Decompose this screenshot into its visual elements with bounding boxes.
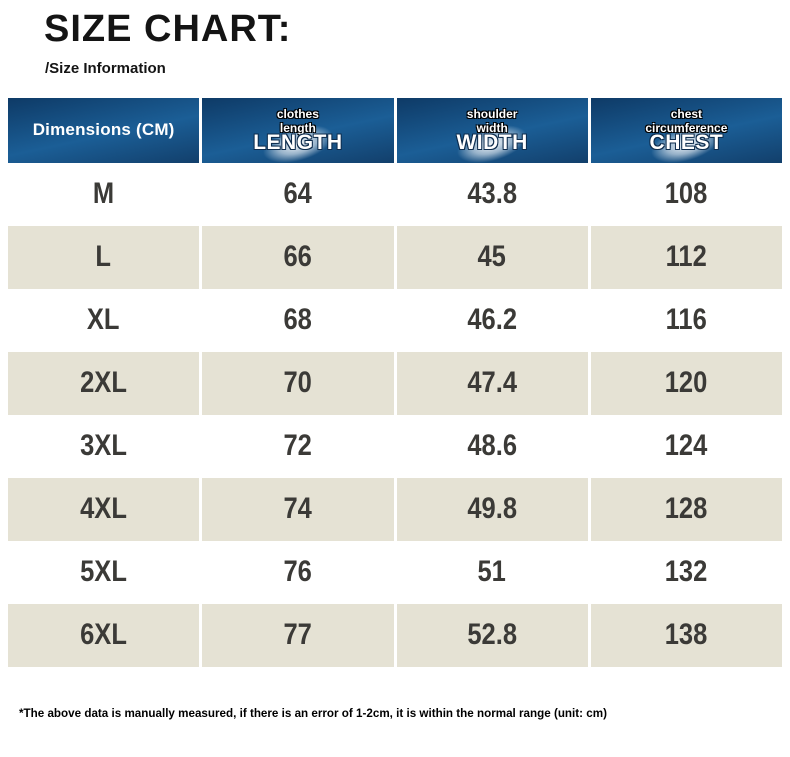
chest-value: 128 [665,492,708,526]
header-cell-width: shoulder width WIDTH [396,97,588,163]
size-label-cell: M [8,162,200,226]
header-cell-dimensions: Dimensions (CM) [8,97,200,163]
length-value: 70 [283,366,313,400]
width-value-cell: 47.4 [396,351,588,415]
size-label-cell: L [8,225,200,289]
chest-value-cell: 128 [590,477,782,541]
width-value: 51 [477,555,507,589]
width-value-cell: 49.8 [396,477,588,541]
length-value-cell: 74 [202,477,394,541]
page-title: SIZE CHART: [44,8,292,50]
page-subtitle: /Size Information [45,59,166,77]
size-label: 3XL [80,429,128,463]
width-value: 43.8 [467,177,517,211]
length-sub-label-1: clothes [276,106,319,121]
chest-value: 138 [665,618,708,652]
chest-value: 112 [665,240,707,274]
size-label: 4XL [80,492,128,526]
width-value-cell: 48.6 [396,414,588,478]
size-label: 6XL [80,618,128,652]
length-value-cell: 77 [202,603,394,667]
length-value: 74 [283,492,313,526]
chest-header-label: CHEST [649,130,724,154]
chest-value-cell: 112 [590,225,782,289]
size-label-cell: 2XL [8,351,200,415]
header-cell-chest: chest circumference CHEST [590,97,782,163]
width-value: 52.8 [467,618,517,652]
width-value: 47.4 [467,366,517,400]
width-value-cell: 43.8 [396,162,588,226]
chest-value: 132 [665,555,708,589]
width-value: 45 [477,240,507,274]
chest-value: 124 [665,429,708,463]
chest-value: 120 [665,366,708,400]
width-value-cell: 45 [396,225,588,289]
length-value-cell: 68 [202,288,394,352]
length-value: 66 [283,240,313,274]
width-sub-label-1: shoulder [466,106,518,121]
length-value: 76 [283,555,313,589]
chest-value-cell: 132 [590,540,782,604]
width-header-label: WIDTH [456,130,528,154]
width-value: 46.2 [467,303,517,337]
chest-value-cell: 120 [590,351,782,415]
dimensions-header-label: Dimensions (CM) [32,120,175,140]
size-label-cell: 6XL [8,603,200,667]
chest-value: 108 [665,177,708,211]
size-label: XL [87,303,120,337]
length-header-label: LENGTH [253,130,343,154]
width-value-cell: 51 [396,540,588,604]
chest-sub-label-1: chest [670,106,703,121]
size-label: 5XL [80,555,128,589]
header-cell-length: clothes length LENGTH [202,97,394,163]
chest-value-cell: 108 [590,162,782,226]
length-value: 68 [283,303,313,337]
size-label-cell: 5XL [8,540,200,604]
width-value-cell: 52.8 [396,603,588,667]
length-value-cell: 72 [202,414,394,478]
length-value-cell: 66 [202,225,394,289]
chest-value-cell: 124 [590,414,782,478]
size-label: M [93,177,115,211]
length-value: 64 [283,177,313,211]
width-value: 48.6 [467,429,517,463]
size-label: L [95,240,112,274]
measurement-footnote: *The above data is manually measured, if… [19,705,607,720]
chest-value-cell: 138 [590,603,782,667]
chest-value: 116 [665,303,707,337]
size-label-cell: XL [8,288,200,352]
size-label: 2XL [80,366,128,400]
length-value-cell: 64 [202,162,394,226]
length-value-cell: 76 [202,540,394,604]
width-value-cell: 46.2 [396,288,588,352]
size-label-cell: 3XL [8,414,200,478]
chest-value-cell: 116 [590,288,782,352]
width-value: 49.8 [467,492,517,526]
length-value: 72 [283,429,313,463]
size-label-cell: 4XL [8,477,200,541]
length-value-cell: 70 [202,351,394,415]
size-table: Dimensions (CM) clothes length LENGTH sh… [8,97,782,667]
length-value: 77 [283,618,313,652]
